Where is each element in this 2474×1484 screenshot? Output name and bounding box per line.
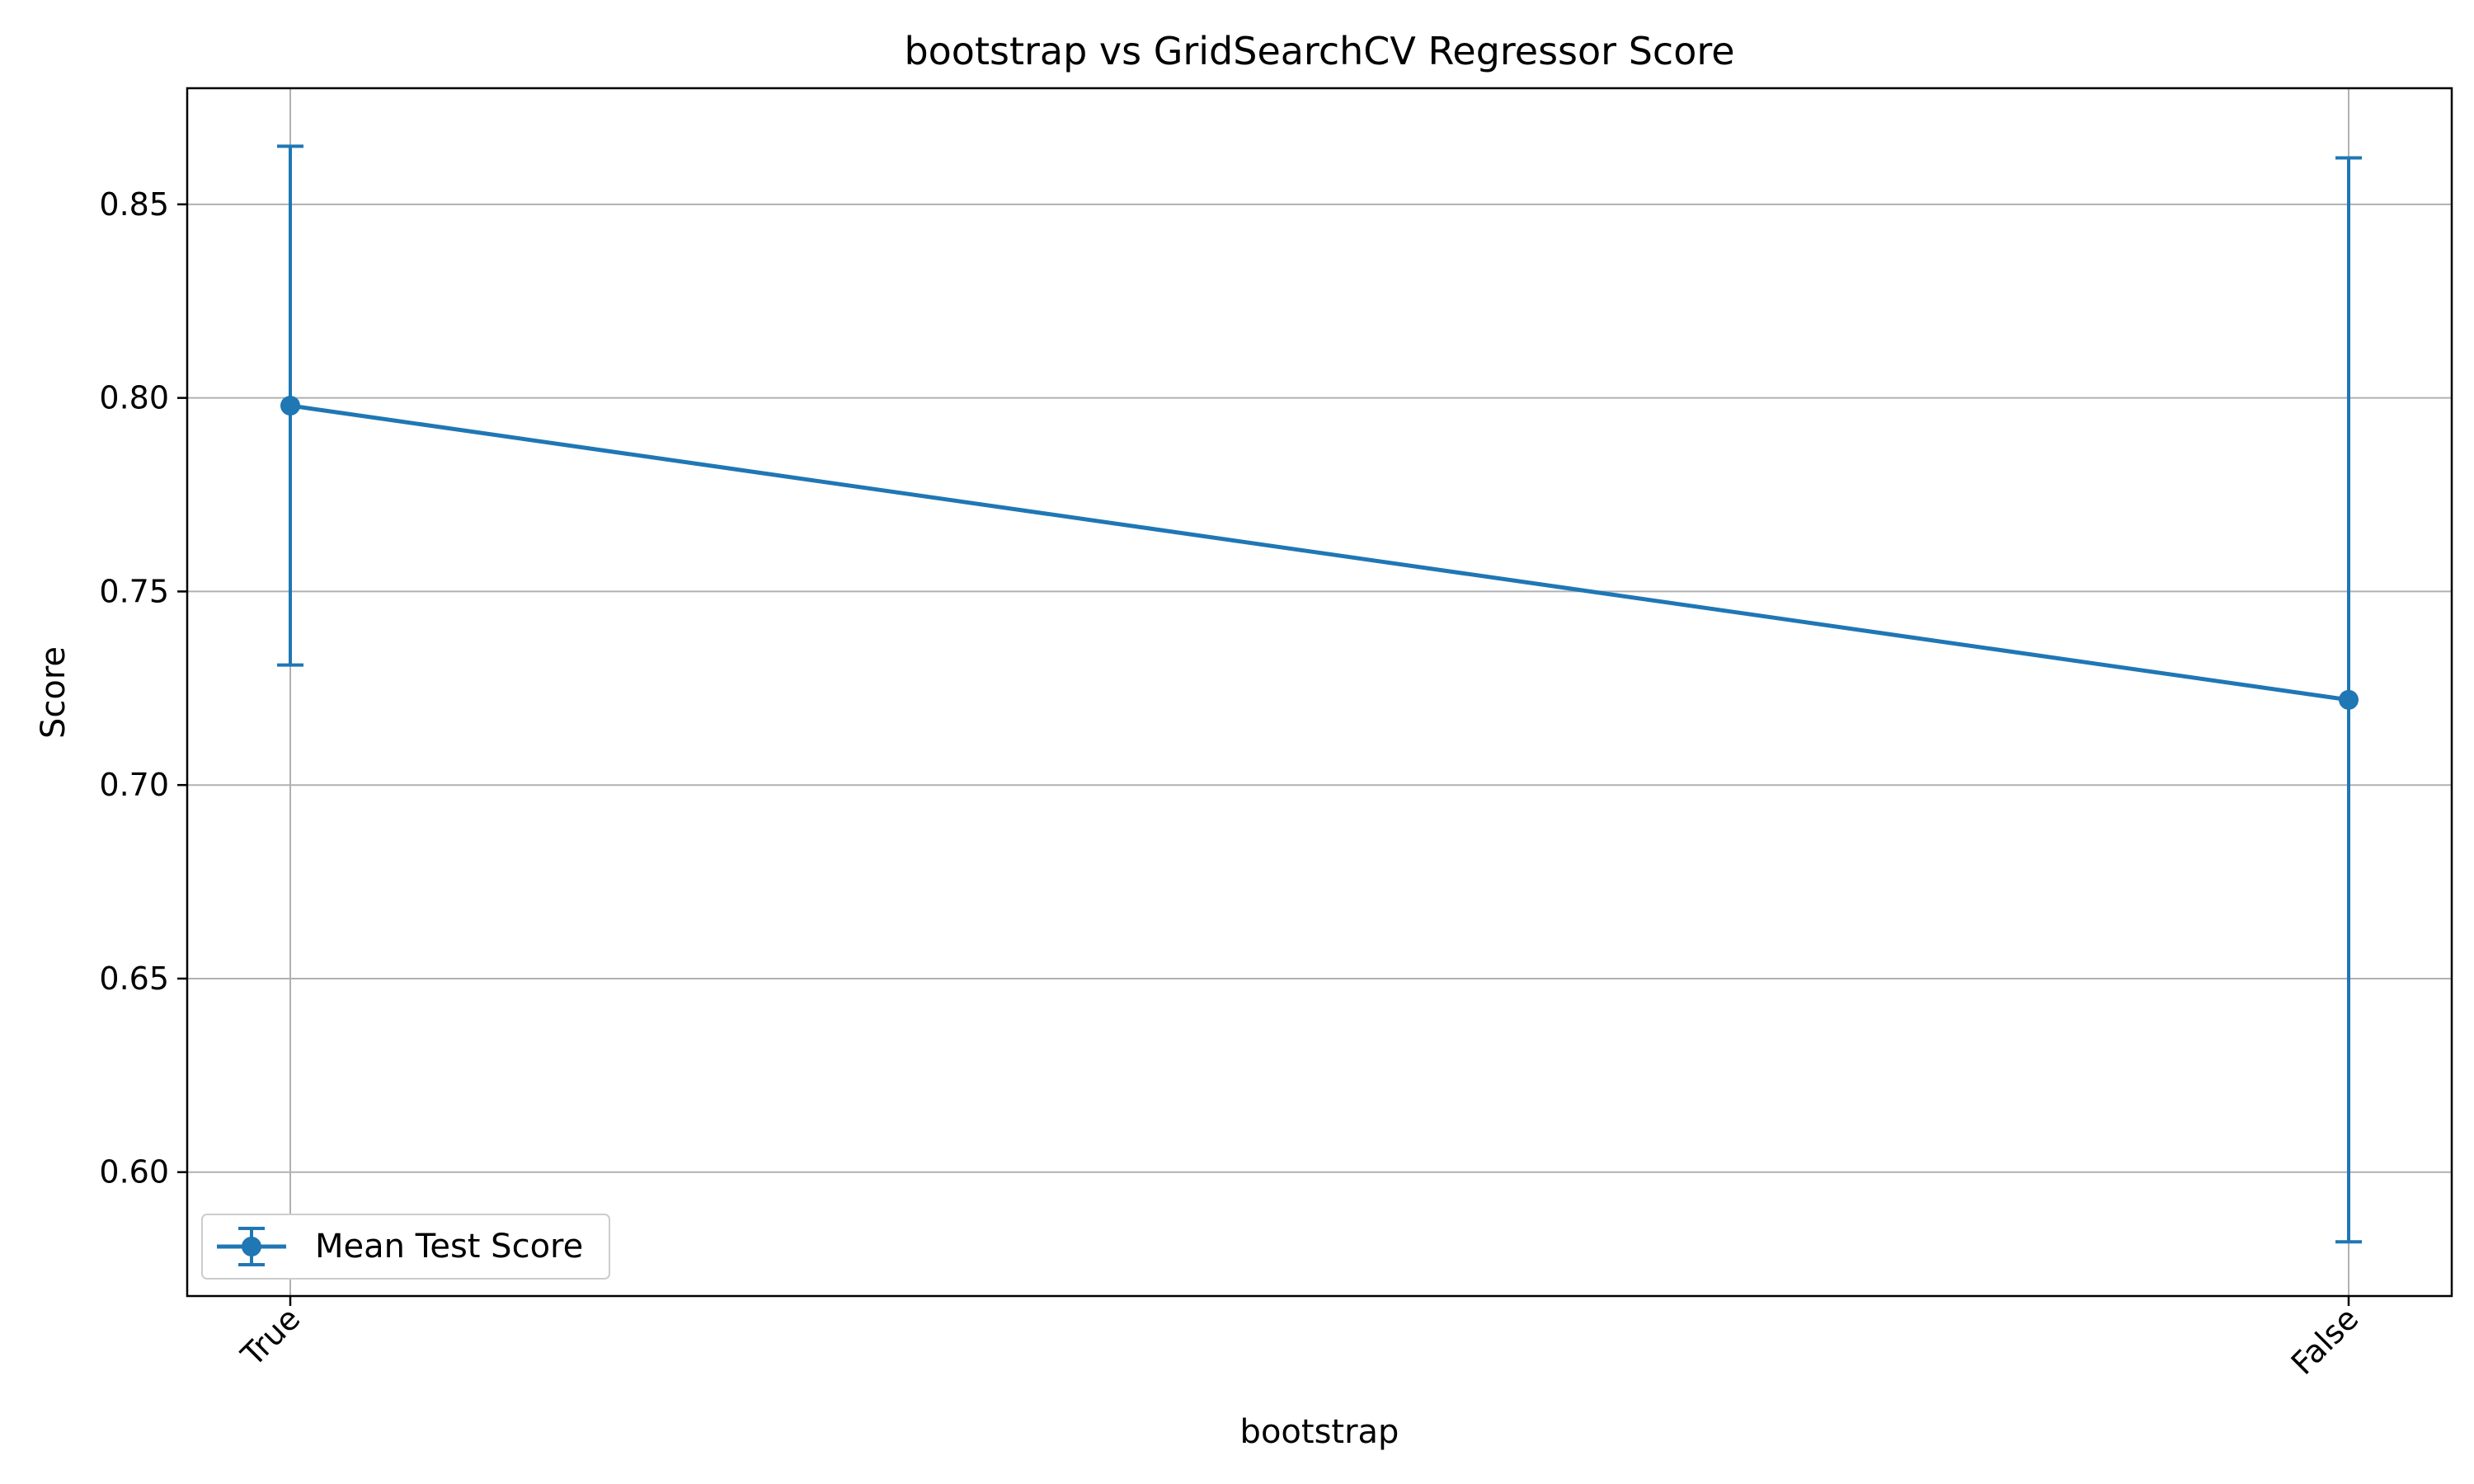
y-axis: 0.60 0.65 0.70 0.75 0.80 0.85 [99,186,187,1190]
y-tick-label: 0.85 [99,186,169,223]
plot-frame [186,87,2453,1298]
legend: Mean Test Score [201,1214,610,1280]
y-tick-label: 0.65 [99,960,169,997]
data-point [280,396,300,416]
y-tick-label: 0.75 [99,573,169,609]
y-axis-label: Score [35,646,73,739]
x-axis-label: bootstrap [1240,1413,1399,1451]
legend-label: Mean Test Score [315,1228,583,1266]
series-layer [277,144,2362,1244]
legend-marker [217,1227,286,1266]
series-line [289,403,2349,702]
y-tick-label: 0.80 [99,380,169,416]
legend-box [201,1214,610,1280]
y-tick-label: 0.60 [99,1154,169,1190]
y-tick-label: 0.70 [99,767,169,803]
chart-title: bootstrap vs GridSearchCV Regressor Scor… [904,29,1734,73]
data-point [2339,689,2359,710]
legend-dot [242,1237,261,1256]
